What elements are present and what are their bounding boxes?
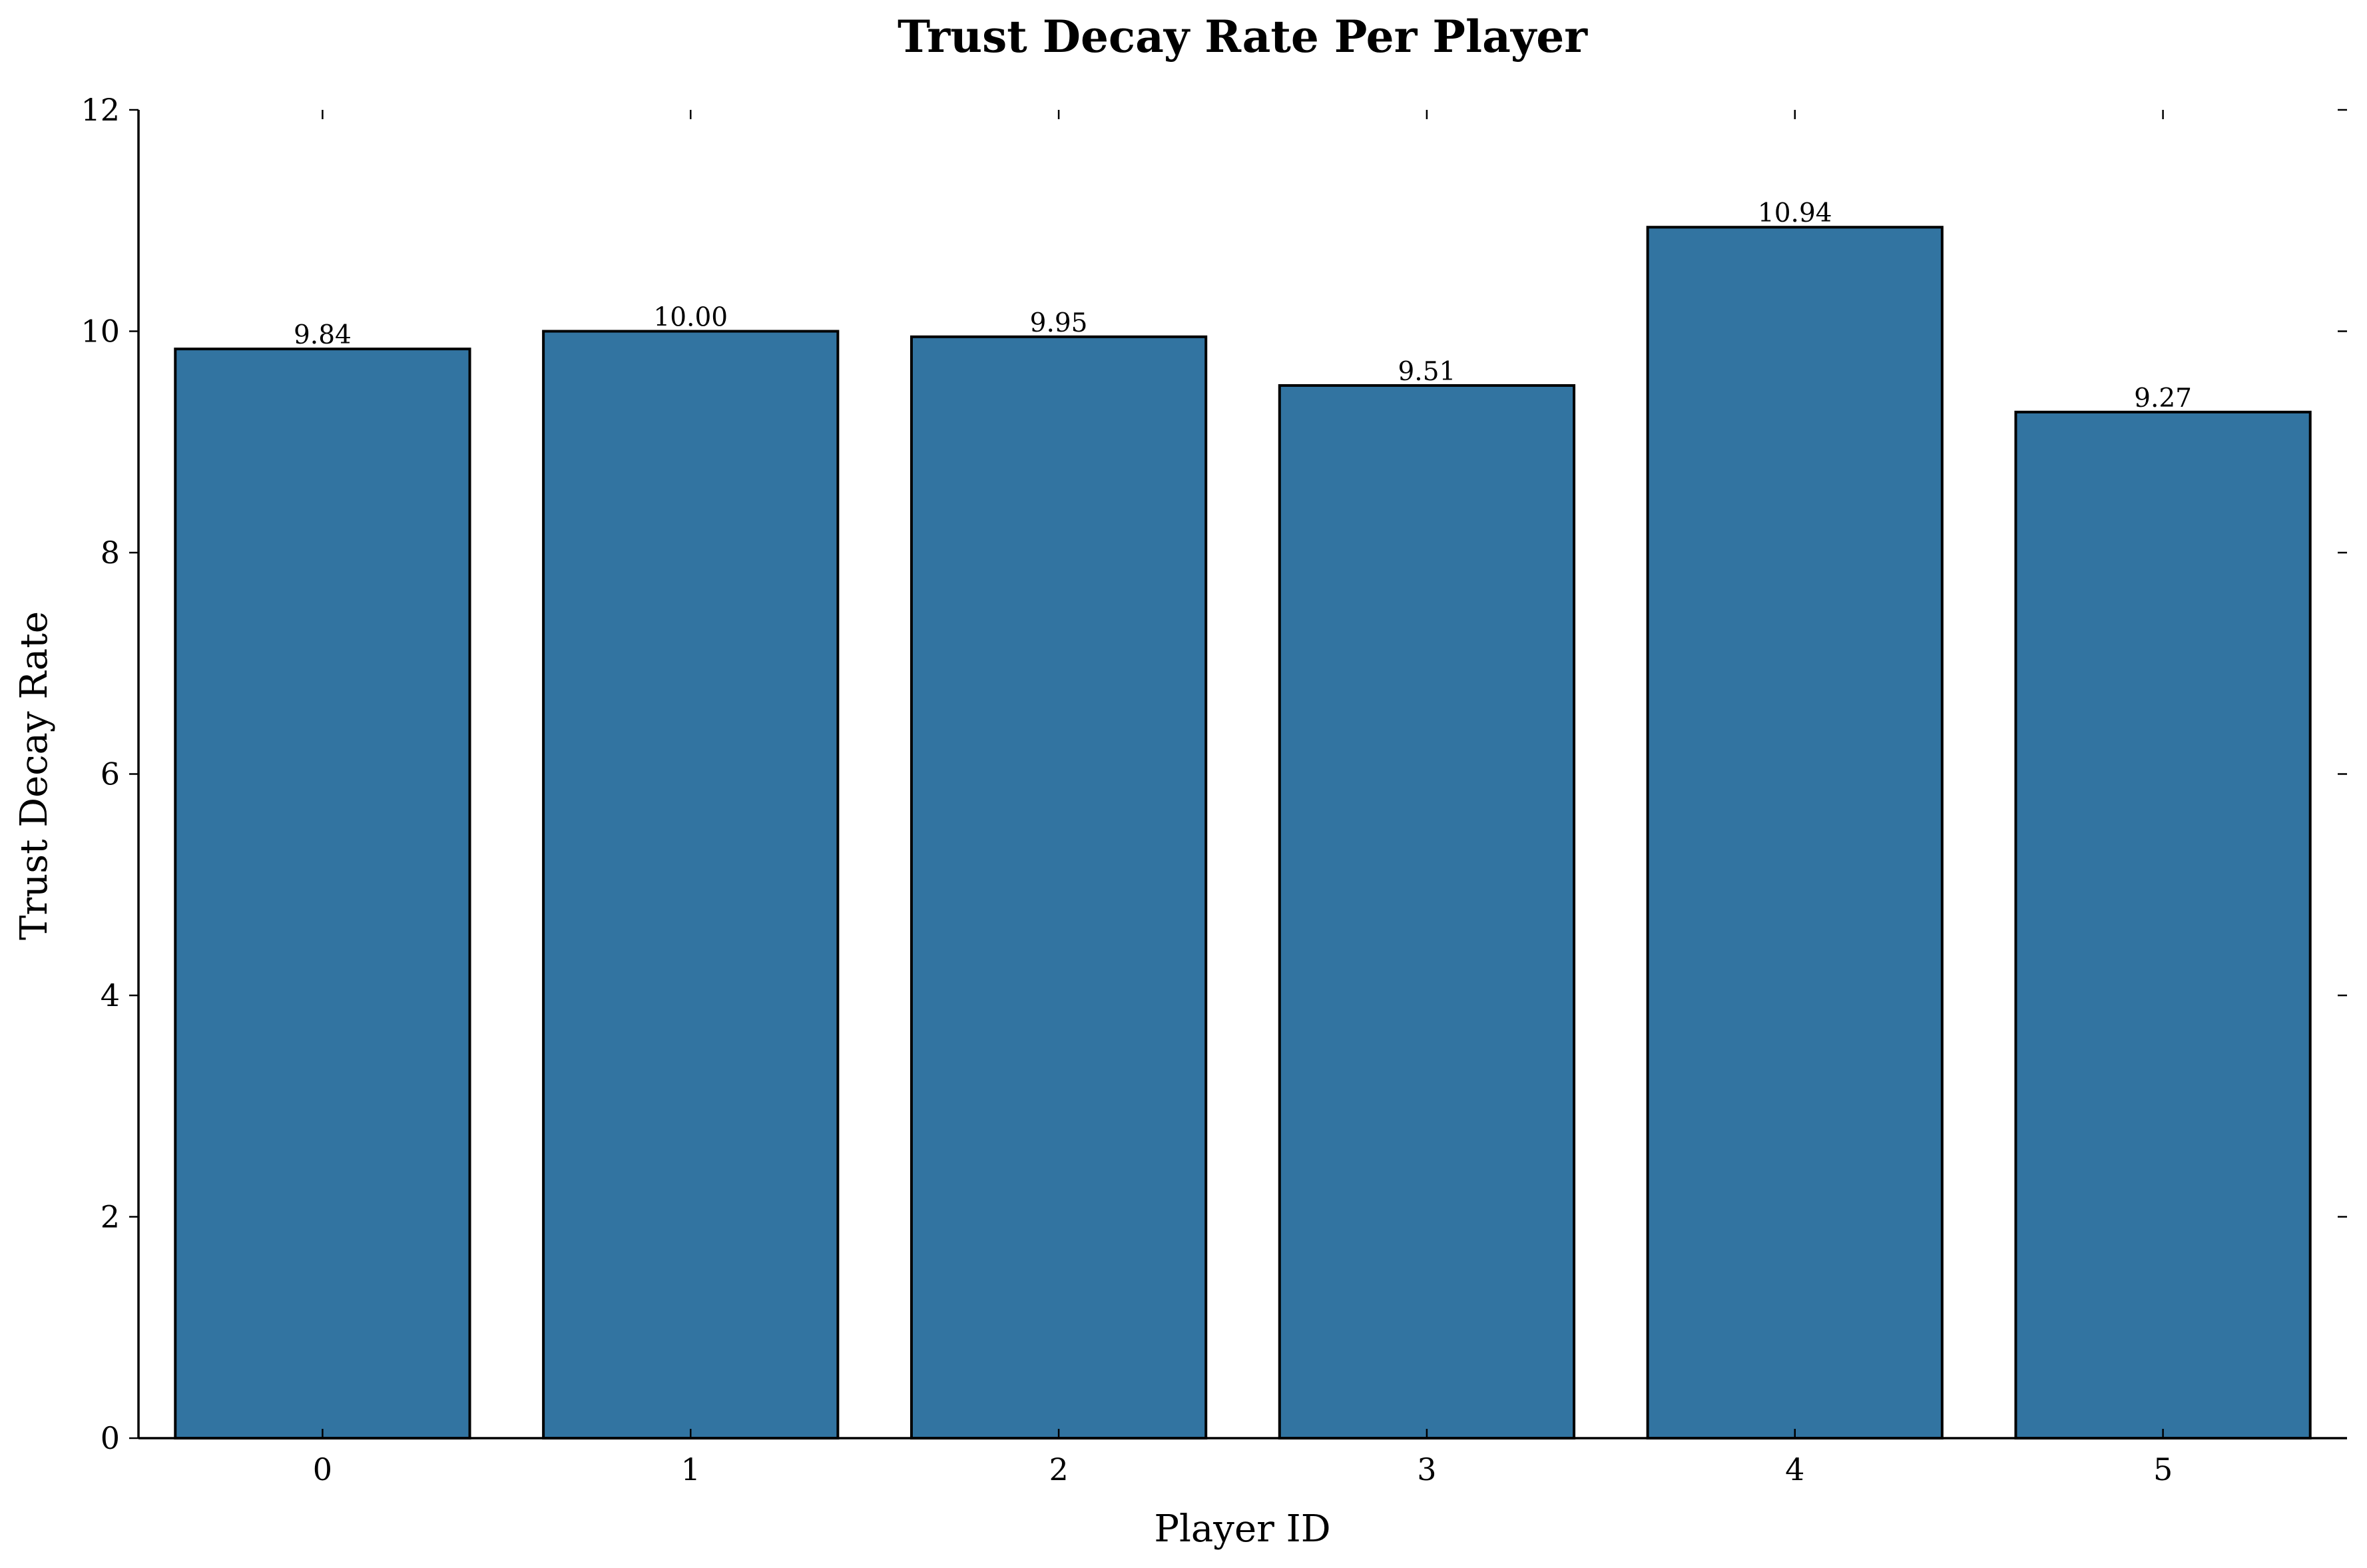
y-tick-label: 8	[101, 535, 120, 571]
bar-1	[542, 330, 840, 1439]
x-tick-label: 3	[1417, 1451, 1436, 1487]
y-tick-label: 10	[81, 314, 120, 350]
x-tick-label: 5	[2153, 1451, 2173, 1487]
y-axis-label: Trust Decay Rate	[13, 611, 56, 940]
x-axis: 0 1 2 3 4 5	[138, 110, 2347, 1487]
x-axis-label: Player ID	[1154, 1507, 1330, 1551]
x-tick-label: 2	[1049, 1451, 1068, 1487]
y-tick-label: 6	[101, 756, 120, 792]
bar-4	[1646, 226, 1944, 1440]
bar-2	[910, 335, 1208, 1439]
bar-value-label-0: 9.84	[294, 320, 352, 350]
bar-value-label-1: 10.00	[653, 303, 728, 333]
bar-3	[1278, 384, 1576, 1439]
y-tick-label: 12	[81, 92, 120, 128]
x-tick-label: 0	[313, 1451, 332, 1487]
y-tick-label: 4	[101, 977, 120, 1013]
chart-title: Trust Decay Rate Per Player	[898, 11, 1588, 63]
bar-value-label-2: 9.95	[1030, 308, 1088, 338]
bar-value-label-5: 9.27	[2134, 384, 2192, 413]
x-tick-label: 1	[681, 1451, 700, 1487]
bar-0	[174, 348, 471, 1439]
bar-5	[2014, 410, 2312, 1439]
x-tick-label: 4	[1785, 1451, 1804, 1487]
y-axis: 0 2 4 6 8 10 12	[81, 92, 2347, 1456]
bar-value-label-3: 9.51	[1398, 357, 1455, 387]
plot-area: 9.84 10.00 9.95 9.51 10.94 9.27	[174, 198, 2312, 1440]
y-tick-label: 2	[101, 1199, 120, 1235]
bar-value-label-4: 10.94	[1758, 198, 1832, 228]
y-tick-label: 0	[101, 1420, 120, 1456]
